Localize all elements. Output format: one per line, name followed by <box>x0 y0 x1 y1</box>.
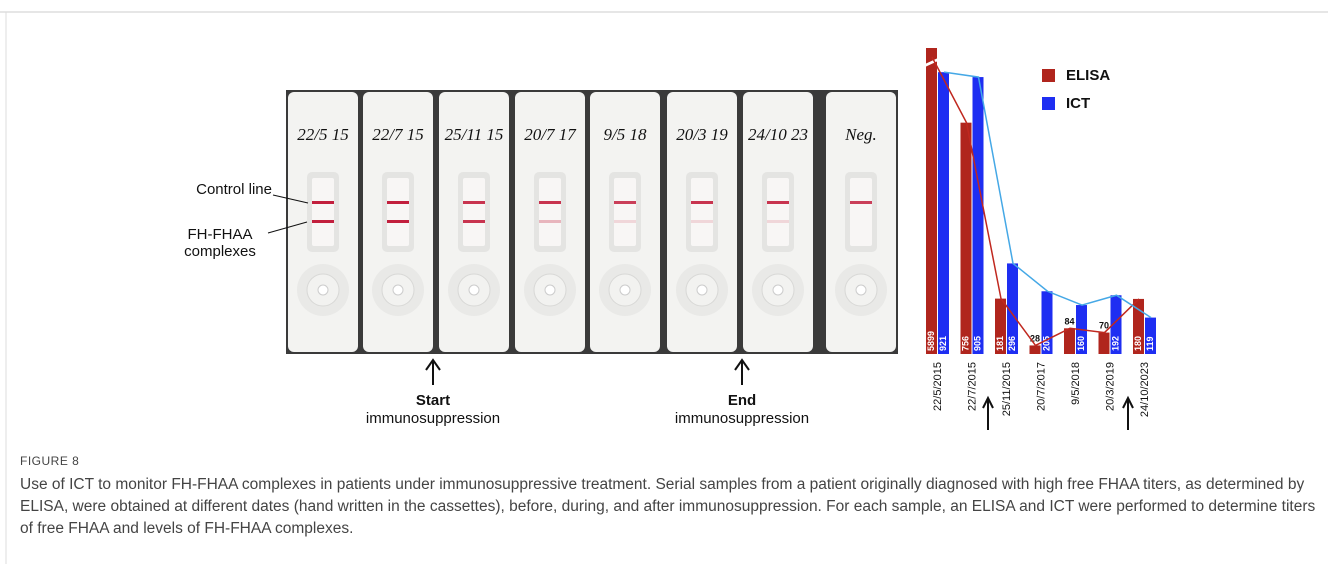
control-line-label: Control line <box>160 181 272 198</box>
legend-label: ICT <box>1066 95 1090 112</box>
cassette-photo: 22/5 15 22/7 15 25/11 15 20/7 17 9/5 18 20/3 … <box>286 90 898 354</box>
window <box>463 178 485 246</box>
test-band <box>387 220 409 223</box>
data-label: 192 <box>1110 336 1120 351</box>
data-label: 905 <box>972 336 982 351</box>
test-band <box>614 220 636 223</box>
test-band <box>463 220 485 223</box>
handwritten-date: 25/11 15 <box>445 125 504 144</box>
handwritten-date: 9/5 18 <box>604 125 647 144</box>
control-band <box>312 201 334 204</box>
bar <box>938 72 949 354</box>
handwritten-date: 20/7 17 <box>524 125 577 144</box>
bar <box>926 48 937 354</box>
window <box>387 178 409 246</box>
data-label: 119 <box>1145 336 1155 351</box>
caption: FIGURE 8 Use of ICT to monitor FH-FHAA c… <box>20 454 1320 540</box>
window <box>767 178 789 246</box>
handwritten-date: 24/10 23 <box>748 125 808 144</box>
figure-label: FIGURE 8 <box>20 454 1320 468</box>
x-tick-label: 22/7/2015 <box>966 362 978 411</box>
x-tick-label: 24/10/2023 <box>1139 362 1151 417</box>
window <box>850 178 872 246</box>
data-label: 28 <box>1030 333 1040 343</box>
sample-hole <box>773 285 783 295</box>
data-label: 5899 <box>926 331 936 351</box>
control-band <box>850 201 872 204</box>
data-label: 296 <box>1007 336 1017 351</box>
end-arrow <box>735 360 749 385</box>
window <box>614 178 636 246</box>
legend-label: ELISA <box>1066 67 1110 84</box>
test-band <box>539 220 561 223</box>
test-band <box>312 220 334 223</box>
sample-hole <box>469 285 479 295</box>
start-title: Start <box>373 392 493 409</box>
bar <box>1099 333 1110 354</box>
data-label: 756 <box>960 336 970 351</box>
bar <box>973 77 984 354</box>
bar <box>961 123 972 354</box>
sample-hole <box>318 285 328 295</box>
x-tick-label: 22/5/2015 <box>932 362 944 411</box>
complex-label: FH-FHAA complexes <box>170 226 270 260</box>
data-label: 84 <box>1064 316 1074 326</box>
data-label: 160 <box>1076 336 1086 351</box>
sample-hole <box>545 285 555 295</box>
caption-text: Use of ICT to monitor FH-FHAA complexes … <box>20 474 1320 540</box>
test-band <box>767 220 789 223</box>
control-band <box>463 201 485 204</box>
control-band <box>387 201 409 204</box>
legend-swatch <box>1042 97 1055 110</box>
window <box>691 178 713 246</box>
sample-hole <box>620 285 630 295</box>
data-label: 180 <box>1133 336 1143 351</box>
bar <box>1030 345 1041 354</box>
sample-hole <box>856 285 866 295</box>
start-arrow <box>426 360 440 385</box>
x-tick-label: 20/3/2019 <box>1104 362 1116 411</box>
test-band <box>691 220 713 223</box>
legend-swatch <box>1042 69 1055 82</box>
handwritten-date: 22/7 15 <box>372 125 423 144</box>
handwritten-date: 22/5 15 <box>297 125 348 144</box>
data-label: 181 <box>995 336 1005 351</box>
page: {"figure": {"label": "FIGURE 8", "captio… <box>0 0 1328 564</box>
end-title: End <box>682 392 802 409</box>
bar <box>1064 328 1075 354</box>
data-label: 921 <box>938 336 948 351</box>
end-sub: immunosuppression <box>662 410 822 427</box>
handwritten-date: Neg. <box>844 125 877 144</box>
control-band <box>691 201 713 204</box>
sample-hole <box>393 285 403 295</box>
control-band <box>614 201 636 204</box>
x-tick-label: 9/5/2018 <box>1070 362 1082 405</box>
start-sub: immunosuppression <box>353 410 513 427</box>
window <box>539 178 561 246</box>
control-band <box>767 201 789 204</box>
window <box>312 178 334 246</box>
x-tick-label: 20/7/2017 <box>1035 362 1047 411</box>
sample-hole <box>697 285 707 295</box>
control-band <box>539 201 561 204</box>
x-tick-label: 25/11/2015 <box>1001 362 1013 416</box>
handwritten-date: 20/3 19 <box>676 125 728 144</box>
